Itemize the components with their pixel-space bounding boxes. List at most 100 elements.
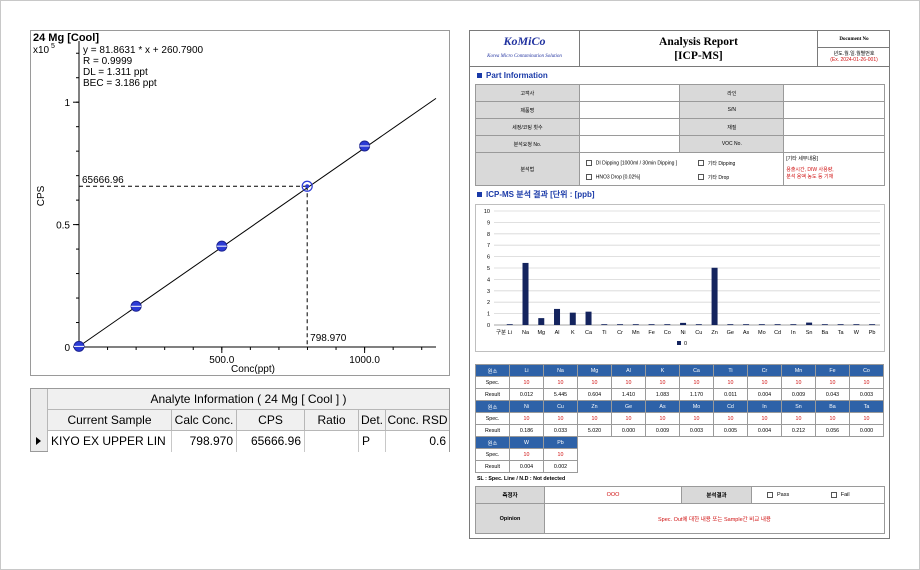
results-heading: ICP-MS 분석 결과 [단위 : [ppb] xyxy=(477,189,595,200)
spec-cell[interactable]: 10 xyxy=(747,412,782,425)
option-hno3-drop[interactable]: HNO3 Drop [0.02%] xyxy=(585,173,640,180)
bar-y-tick-label: 5 xyxy=(487,266,490,272)
result-cell[interactable]: 5.445 xyxy=(543,388,578,401)
spec-cell[interactable]: 10 xyxy=(509,412,544,425)
result-cell[interactable]: 0.004 xyxy=(509,460,544,473)
checkbox-icon[interactable] xyxy=(830,491,837,498)
bar-Ti xyxy=(601,324,608,325)
col-cps[interactable]: CPS xyxy=(237,410,305,431)
spec-cell[interactable]: 10 xyxy=(679,412,714,425)
analyst-field[interactable]: OOO xyxy=(544,486,682,504)
spec-cell[interactable]: 10 xyxy=(713,376,748,389)
result-cell[interactable]: 0.000 xyxy=(849,424,884,437)
result-cell[interactable]: 1.170 xyxy=(679,388,714,401)
spec-cell[interactable]: 10 xyxy=(611,376,646,389)
customer-field[interactable] xyxy=(578,84,681,102)
cell-det[interactable]: P xyxy=(359,431,386,452)
option-other-dipping[interactable]: 기타 Dipping xyxy=(697,160,735,167)
pass-option[interactable]: Pass xyxy=(767,491,789,498)
result-cell[interactable]: 0.004 xyxy=(747,424,782,437)
spec-cell[interactable]: 10 xyxy=(509,376,544,389)
fail-option[interactable]: Fail xyxy=(830,491,850,498)
part-info-table: 고객사 라인 제품명 S/N 세정/코팅 횟수 재질 분석요청 No. VOC … xyxy=(475,84,885,186)
checkbox-icon[interactable] xyxy=(767,491,773,498)
sample-point[interactable] xyxy=(301,180,313,192)
spec-cell[interactable]: 10 xyxy=(815,376,850,389)
spec-cell[interactable]: 10 xyxy=(781,376,816,389)
spec-row-label: Spec. xyxy=(475,448,510,461)
result-cell[interactable]: 0.003 xyxy=(679,424,714,437)
result-cell[interactable]: 0.212 xyxy=(781,424,816,437)
col-current-sample[interactable]: Current Sample xyxy=(48,410,172,431)
cell-calc-conc[interactable]: 798.970 xyxy=(172,431,237,452)
document-no-label: Document No xyxy=(818,31,890,48)
sn-field[interactable] xyxy=(783,101,885,119)
spec-row: Spec. 10 10 10 10 10 10 10 10 10 10 10 xyxy=(475,412,884,425)
result-cell[interactable]: 0.009 xyxy=(781,388,816,401)
spec-cell[interactable]: 10 xyxy=(849,376,884,389)
result-cell[interactable]: 0.012 xyxy=(509,388,544,401)
result-cell[interactable]: 0.604 xyxy=(577,388,612,401)
checkbox-icon[interactable] xyxy=(697,160,704,167)
logo-text: KoMiCo xyxy=(503,34,546,48)
spec-cell[interactable]: 10 xyxy=(611,412,646,425)
other-details-cell[interactable]: [기타 세부내용] 용출시간, DIW 사용량, 분석 용액 농도 등 기재 xyxy=(783,152,885,186)
request-no-field[interactable] xyxy=(578,135,681,153)
spec-cell[interactable]: 10 xyxy=(849,412,884,425)
checkbox-icon[interactable] xyxy=(585,173,592,180)
cell-cps[interactable]: 65666.96 xyxy=(237,431,305,452)
spec-cell[interactable]: 10 xyxy=(577,412,612,425)
spec-cell[interactable]: 10 xyxy=(815,412,850,425)
result-cell[interactable]: 0.005 xyxy=(713,424,748,437)
bullet-square-icon xyxy=(477,192,482,198)
checkbox-icon[interactable] xyxy=(697,174,704,181)
clean-count-field[interactable] xyxy=(578,118,681,136)
material-field[interactable] xyxy=(783,118,885,136)
option-other-drop[interactable]: 기타 Drop xyxy=(697,174,729,181)
voc-no-field[interactable] xyxy=(783,135,885,153)
analyte-table-title: Analyte Information ( 24 Mg [ Cool ] ) xyxy=(150,392,347,406)
result-cell[interactable]: 0.043 xyxy=(815,388,850,401)
spec-cell[interactable]: 10 xyxy=(543,376,578,389)
spec-cell[interactable]: 10 xyxy=(543,412,578,425)
result-cell[interactable]: 0.003 xyxy=(849,388,884,401)
spec-cell[interactable]: 10 xyxy=(543,448,578,461)
result-cell[interactable]: 0.000 xyxy=(611,424,646,437)
spec-cell[interactable]: 10 xyxy=(679,376,714,389)
result-cell[interactable]: 1.410 xyxy=(611,388,646,401)
product-field[interactable] xyxy=(578,101,681,119)
option-di-dipping[interactable]: DI Dipping [1000ml / 30min Dipping ] xyxy=(585,159,677,166)
bar-y-tick-label: 1 xyxy=(487,312,490,318)
result-cell[interactable]: 0.002 xyxy=(543,460,578,473)
spec-cell[interactable]: 10 xyxy=(781,412,816,425)
result-cell[interactable]: 0.004 xyxy=(747,388,782,401)
result-cell[interactable]: 0.056 xyxy=(815,424,850,437)
bar-y-tick-label: 0 xyxy=(487,323,490,329)
cell-ratio[interactable] xyxy=(305,431,359,452)
result-cell[interactable]: 0.011 xyxy=(713,388,748,401)
col-det[interactable]: Det. xyxy=(359,410,386,431)
result-cell[interactable]: 5.020 xyxy=(577,424,612,437)
col-calc-conc[interactable]: Calc Conc. xyxy=(172,410,237,431)
line-field[interactable] xyxy=(783,84,885,102)
opinion-field[interactable]: Spec. Out에 대한 내용 또는 Sample간 비교 내용 xyxy=(544,503,885,534)
element-row: 원소 W Pb xyxy=(475,436,884,449)
result-cell[interactable]: 1.083 xyxy=(645,388,680,401)
cell-sample-name[interactable]: KIYO EX UPPER LIN xyxy=(48,431,172,452)
bar-Ta xyxy=(837,324,844,325)
spec-cell[interactable]: 10 xyxy=(747,376,782,389)
bar-category-label: Na xyxy=(522,330,530,336)
spec-cell[interactable]: 10 xyxy=(645,376,680,389)
spec-cell[interactable]: 10 xyxy=(509,448,544,461)
element-row: 원소 Ni Cu Zn Ge As Mo Cd In Sn Ba Ta xyxy=(475,400,884,413)
result-cell[interactable]: 0.033 xyxy=(543,424,578,437)
spec-cell[interactable]: 10 xyxy=(645,412,680,425)
cell-conc-rsd[interactable]: 0.6 xyxy=(386,431,449,452)
spec-cell[interactable]: 10 xyxy=(713,412,748,425)
result-cell[interactable]: 0.009 xyxy=(645,424,680,437)
col-conc-rsd[interactable]: Conc. RSD xyxy=(386,410,449,431)
col-ratio[interactable]: Ratio xyxy=(305,410,359,431)
result-cell[interactable]: 0.186 xyxy=(509,424,544,437)
checkbox-icon[interactable] xyxy=(585,159,592,166)
spec-cell[interactable]: 10 xyxy=(577,376,612,389)
